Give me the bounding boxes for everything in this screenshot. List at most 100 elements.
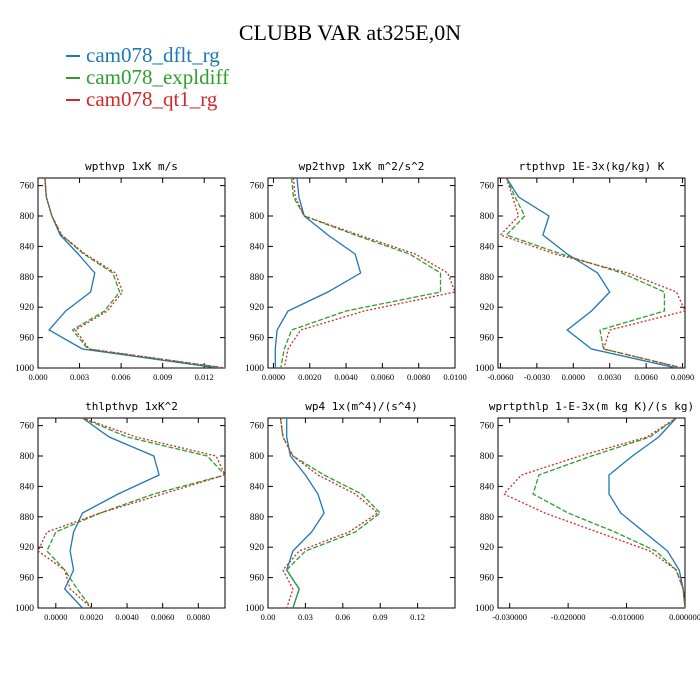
series-line-1 bbox=[44, 178, 219, 368]
y-tick-label: 840 bbox=[480, 482, 495, 492]
panel-title: rtpthvp 1E-3x(kg/kg) K bbox=[519, 160, 665, 173]
x-tick-label: -0.020000 bbox=[551, 612, 586, 622]
x-tick-label: 0.06 bbox=[335, 612, 350, 622]
x-tick-label: 0.009 bbox=[153, 372, 172, 382]
x-tick-label: 0.0040 bbox=[334, 372, 357, 382]
y-tick-label: 1000 bbox=[15, 604, 34, 614]
y-tick-label: 800 bbox=[20, 452, 35, 462]
panel-3: rtpthvp 1E-3x(kg/kg) K 760 800 840 880 920 960… bbox=[475, 160, 694, 382]
panel-2: wp2thvp 1xK m^2/s^2 760 800 840 880 920 960 100… bbox=[245, 160, 467, 382]
y-tick-label: 760 bbox=[20, 422, 35, 432]
y-tick-label: 760 bbox=[480, 182, 495, 192]
series-line-3 bbox=[279, 418, 379, 608]
y-tick-label: 1000 bbox=[245, 604, 264, 614]
series-line-3 bbox=[499, 178, 685, 368]
legend-label: cam078_qt1_rg bbox=[86, 87, 218, 111]
y-tick-label: 800 bbox=[250, 212, 265, 222]
y-tick-label: 840 bbox=[250, 242, 265, 252]
series-line-3 bbox=[283, 178, 455, 368]
x-tick-label: 0.00 bbox=[261, 612, 276, 622]
y-tick-label: 800 bbox=[250, 452, 265, 462]
x-tick-label: 0.0000 bbox=[562, 372, 585, 382]
x-tick-label: 0.0060 bbox=[151, 612, 174, 622]
plot-frame bbox=[37, 417, 226, 609]
y-tick-label: 800 bbox=[480, 212, 495, 222]
y-tick-label: 960 bbox=[480, 334, 495, 344]
y-tick-label: 880 bbox=[480, 273, 495, 283]
legend-label: cam078_expldiff bbox=[86, 65, 230, 89]
x-tick-label: 0.006 bbox=[112, 372, 131, 382]
series-line-1 bbox=[274, 178, 362, 368]
plot-frame bbox=[267, 177, 456, 369]
plot-frame bbox=[497, 177, 686, 369]
y-tick-label: 880 bbox=[20, 513, 35, 523]
x-tick-label: 0.0000 bbox=[44, 612, 67, 622]
y-tick-label: 920 bbox=[20, 543, 35, 553]
series-line-2 bbox=[279, 418, 382, 608]
series-line-2 bbox=[280, 178, 442, 368]
y-tick-label: 800 bbox=[480, 452, 495, 462]
y-tick-label: 840 bbox=[20, 242, 35, 252]
y-tick-label: 920 bbox=[250, 303, 265, 313]
y-tick-label: 840 bbox=[20, 482, 35, 492]
x-tick-label: 0.0000 bbox=[262, 372, 285, 382]
y-tick-label: 960 bbox=[20, 334, 35, 344]
x-tick-label: -0.0060 bbox=[487, 372, 513, 382]
panel-5: wp4 1x(m^4)/(s^4)76080084088092096010000… bbox=[245, 400, 456, 622]
legend: cam078_dflt_rg cam078_expldiff cam078_qt… bbox=[66, 44, 229, 110]
y-tick-label: 960 bbox=[20, 574, 35, 584]
legend-swatch bbox=[66, 54, 80, 57]
x-tick-label: 0.0090 bbox=[671, 372, 694, 382]
x-tick-label: 0.0020 bbox=[80, 612, 103, 622]
series-line-3 bbox=[502, 418, 685, 608]
y-tick-label: 840 bbox=[250, 482, 265, 492]
series-line-1 bbox=[608, 418, 685, 608]
y-tick-label: 1000 bbox=[475, 604, 494, 614]
series-line-1 bbox=[505, 178, 677, 368]
y-tick-label: 1000 bbox=[475, 364, 494, 374]
x-tick-label: 0.0060 bbox=[371, 372, 394, 382]
legend-swatch bbox=[66, 98, 80, 101]
x-tick-label: 0.0060 bbox=[634, 372, 657, 382]
plot-frame bbox=[37, 177, 226, 369]
y-tick-label: 960 bbox=[480, 574, 495, 584]
y-tick-label: 920 bbox=[480, 543, 495, 553]
y-tick-label: 960 bbox=[250, 334, 265, 344]
x-tick-label: 0.0020 bbox=[298, 372, 321, 382]
series-line-2 bbox=[505, 178, 683, 368]
y-tick-label: 920 bbox=[480, 303, 495, 313]
x-tick-label: 0.0040 bbox=[115, 612, 138, 622]
legend-entry-dflt: cam078_dflt_rg bbox=[66, 44, 229, 66]
y-tick-label: 920 bbox=[20, 303, 35, 313]
x-tick-label: 0.0030 bbox=[598, 372, 621, 382]
panel-title: wprtpthlp 1-E-3x(m kg K)/(s kg) bbox=[489, 400, 694, 413]
x-tick-label: 0.03 bbox=[298, 612, 313, 622]
y-tick-label: 840 bbox=[480, 242, 495, 252]
x-tick-label: -0.010000 bbox=[609, 612, 644, 622]
x-tick-label: 0.003 bbox=[70, 372, 89, 382]
panel-6: wprtpthlp 1-E-3x(m kg K)/(s kg) 760 800 840… bbox=[475, 400, 700, 622]
y-tick-label: 760 bbox=[480, 422, 495, 432]
y-tick-label: 880 bbox=[20, 273, 35, 283]
series-line-1 bbox=[63, 418, 160, 608]
y-tick-label: 800 bbox=[20, 212, 35, 222]
x-tick-label: 0.0080 bbox=[407, 372, 430, 382]
panel-4: thlpthvp 1xK^2 760 800 840 880 920 960 1000 0.00… bbox=[15, 400, 226, 622]
panel-title: wp2thvp 1xK m^2/s^2 bbox=[299, 160, 425, 173]
x-tick-label: -0.030000 bbox=[492, 612, 527, 622]
x-tick-label: -0.0030 bbox=[524, 372, 550, 382]
figure-title: CLUBB VAR at325E,0N bbox=[238, 20, 462, 45]
y-tick-label: 960 bbox=[250, 574, 265, 584]
series-line-2 bbox=[44, 178, 225, 368]
y-tick-label: 760 bbox=[250, 182, 265, 192]
y-tick-label: 880 bbox=[480, 513, 495, 523]
series-line-2 bbox=[46, 418, 225, 608]
legend-swatch bbox=[66, 76, 80, 79]
x-tick-label: 0.012 bbox=[195, 372, 214, 382]
legend-entry-expldiff: cam078_expldiff bbox=[66, 66, 229, 88]
x-tick-label: 0.000 bbox=[28, 372, 47, 382]
series-line-3 bbox=[44, 178, 225, 368]
panel-title: thlpthvp 1xK^2 bbox=[85, 400, 178, 413]
plot-frame bbox=[497, 417, 686, 609]
